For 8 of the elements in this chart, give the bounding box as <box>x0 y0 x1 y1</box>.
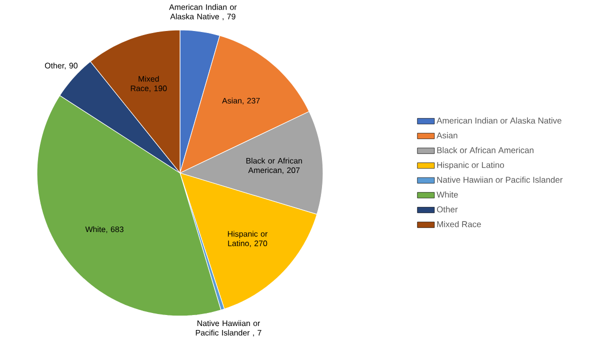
legend-label: Mixed Race <box>437 220 481 228</box>
legend-label: American Indian or Alaska Native <box>436 117 562 124</box>
legend-label: Other <box>436 206 458 212</box>
legend-label: White <box>436 191 458 198</box>
legend-label: Hispanic or Latino <box>437 162 504 170</box>
legend-label: Native Hawiian or Pacific Islander <box>437 176 563 183</box>
legend-label: Black or African American <box>437 146 534 154</box>
legend-label: Asian <box>436 132 458 138</box>
